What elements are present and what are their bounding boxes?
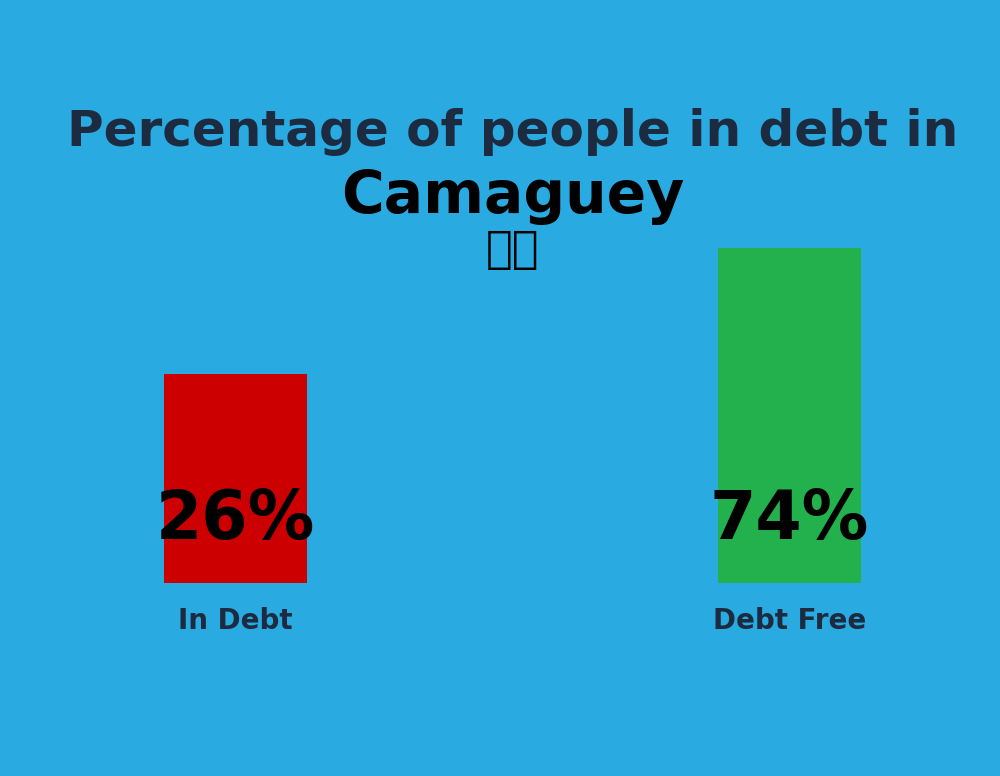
Text: 26%: 26% [156, 487, 315, 553]
Text: 74%: 74% [710, 487, 869, 553]
Bar [718, 248, 861, 583]
Text: In Debt: In Debt [178, 607, 293, 635]
Text: Camaguey: Camaguey [341, 168, 684, 225]
Text: Percentage of people in debt in: Percentage of people in debt in [67, 108, 958, 156]
Text: Debt Free: Debt Free [713, 607, 866, 635]
Bar [164, 374, 307, 583]
Text: 🇨🇺: 🇨🇺 [486, 227, 539, 271]
